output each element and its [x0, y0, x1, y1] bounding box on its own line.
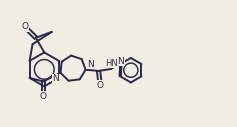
Text: N: N: [87, 60, 94, 69]
Text: N: N: [53, 74, 59, 83]
Text: HN: HN: [105, 59, 118, 68]
Text: O: O: [96, 81, 103, 90]
Text: O: O: [21, 22, 28, 31]
Text: O: O: [40, 92, 47, 101]
Text: N: N: [117, 57, 124, 66]
